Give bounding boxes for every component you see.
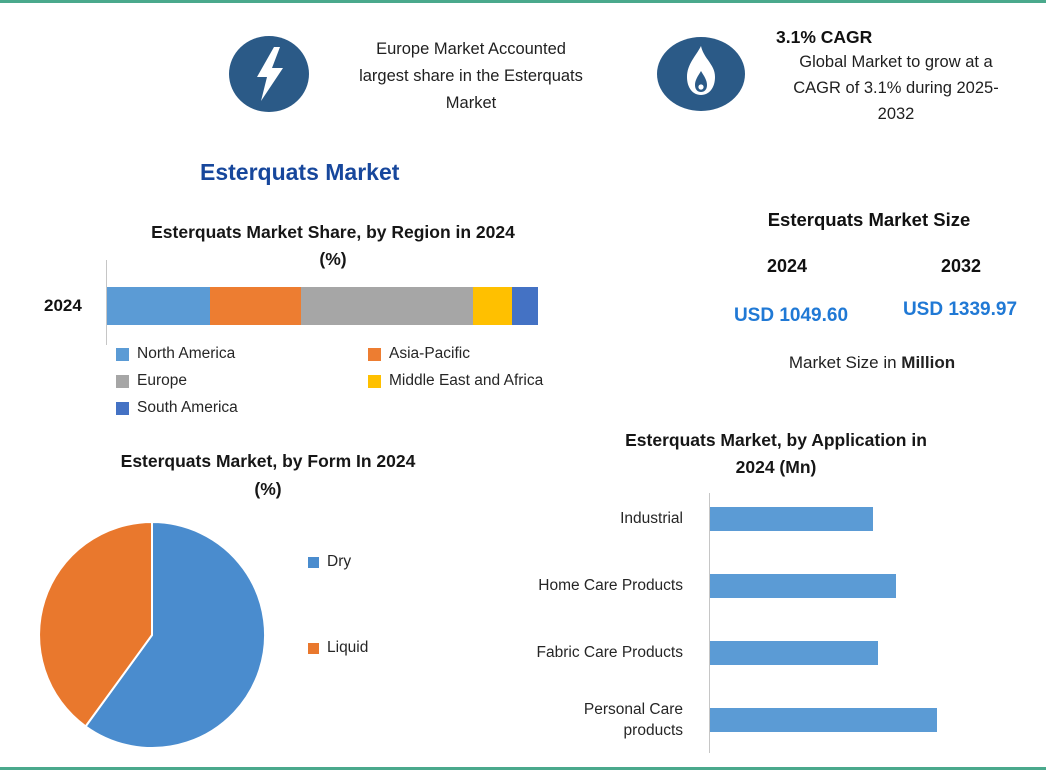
region-y-label: 2024 [44, 296, 82, 315]
year-2024-label: 2024 [766, 256, 808, 276]
cagr-headline: 3.1% CAGR [776, 27, 873, 47]
region-bar-segment-middle-east-and-africa [473, 287, 513, 325]
market-size-caption: Market Size in Million [722, 353, 1022, 373]
legend-item-south-america: South America [116, 397, 368, 419]
page-title: Esterquats Market [200, 159, 400, 185]
application-rows: Industrial Home Care Products Fabric Care … [490, 485, 1030, 753]
legend-label: Liquid [327, 639, 369, 656]
application-row-industrial: Industrial [490, 485, 1030, 552]
value-2032: USD 1339.97 [902, 299, 1018, 320]
legend-label: Dry [327, 553, 352, 570]
legend-label: Asia-Pacific [389, 345, 470, 362]
form-pie [38, 520, 266, 749]
legend-swatch-middle-east-and-africa [368, 374, 381, 388]
pie-slice-liquid [38, 520, 153, 728]
legend-swatch-dry [308, 556, 319, 568]
application-row-personal-care-products: Personal Care products [490, 686, 1030, 753]
region-bar-segment-south-america [512, 287, 538, 325]
year-2032-label: 2032 [940, 256, 982, 276]
pie-slice-dry [84, 520, 266, 749]
form-chart-title: Esterquats Market, by Form In 2024 (%) [120, 451, 416, 499]
cagr-text: Global Market to grow at a CAGR of 3.1% … [793, 53, 999, 123]
banner-left-text: Europe Market Accounted largest share in… [359, 40, 583, 112]
legend-label: North America [137, 345, 236, 362]
region-legend: North America Asia-Pacific Europe Middle Ea… [116, 343, 543, 419]
application-axis [709, 493, 710, 753]
application-category-label: Home Care Products [538, 577, 683, 594]
legend-swatch-north-america [116, 347, 129, 361]
application-row-home-care-products: Home Care Products [490, 552, 1030, 619]
region-stacked-bar [107, 287, 538, 325]
market-size-title: Esterquats Market Size [767, 209, 971, 230]
caption-prefix: Market Size in [788, 353, 902, 372]
legend-swatch-liquid [308, 642, 319, 654]
legend-label: South America [137, 399, 238, 416]
legend-swatch-asia-pacific [368, 347, 381, 361]
region-bar-segment-north-america [107, 287, 211, 325]
legend-label: Europe [137, 372, 187, 389]
caption-unit: Million [901, 353, 956, 372]
flame-icon [657, 37, 745, 111]
legend-item-dry: Dry [308, 551, 368, 573]
region-bar-segment-asia-pacific [210, 287, 301, 325]
legend-item-asia-pacific: Asia-Pacific [368, 343, 543, 365]
application-chart-title: Esterquats Market, by Application in 202… [625, 430, 927, 477]
application-category-label: Fabric Care Products [536, 644, 683, 661]
application-bar-industrial [710, 506, 873, 531]
legend-item-middle-east-and-africa: Middle East and Africa [368, 370, 543, 392]
value-2024: USD 1049.60 [733, 305, 849, 326]
region-bar-segment-europe [300, 287, 474, 325]
application-bar-fabric-care-products [710, 640, 878, 665]
legend-item-north-america: North America [116, 343, 368, 365]
legend-item-liquid: Liquid [308, 637, 368, 659]
application-bar-personal-care-products [710, 707, 937, 732]
banner-right: 3.1% CAGR Global Market to grow at a CAG… [760, 25, 1032, 127]
application-category-label: Personal Care products [583, 700, 683, 739]
form-legend: Dry Liquid [308, 551, 368, 723]
application-category-label: Industrial [620, 510, 683, 527]
application-row-fabric-care-products: Fabric Care Products [490, 619, 1030, 686]
legend-label: Middle East and Africa [389, 372, 544, 389]
lightning-icon [229, 36, 309, 112]
application-bar-home-care-products [710, 573, 896, 598]
legend-swatch-south-america [116, 401, 129, 415]
region-chart-title: Esterquats Market Share, by Region in 20… [151, 222, 515, 269]
legend-item-europe: Europe [116, 370, 368, 392]
region-axis [106, 260, 107, 345]
legend-swatch-europe [116, 374, 129, 388]
